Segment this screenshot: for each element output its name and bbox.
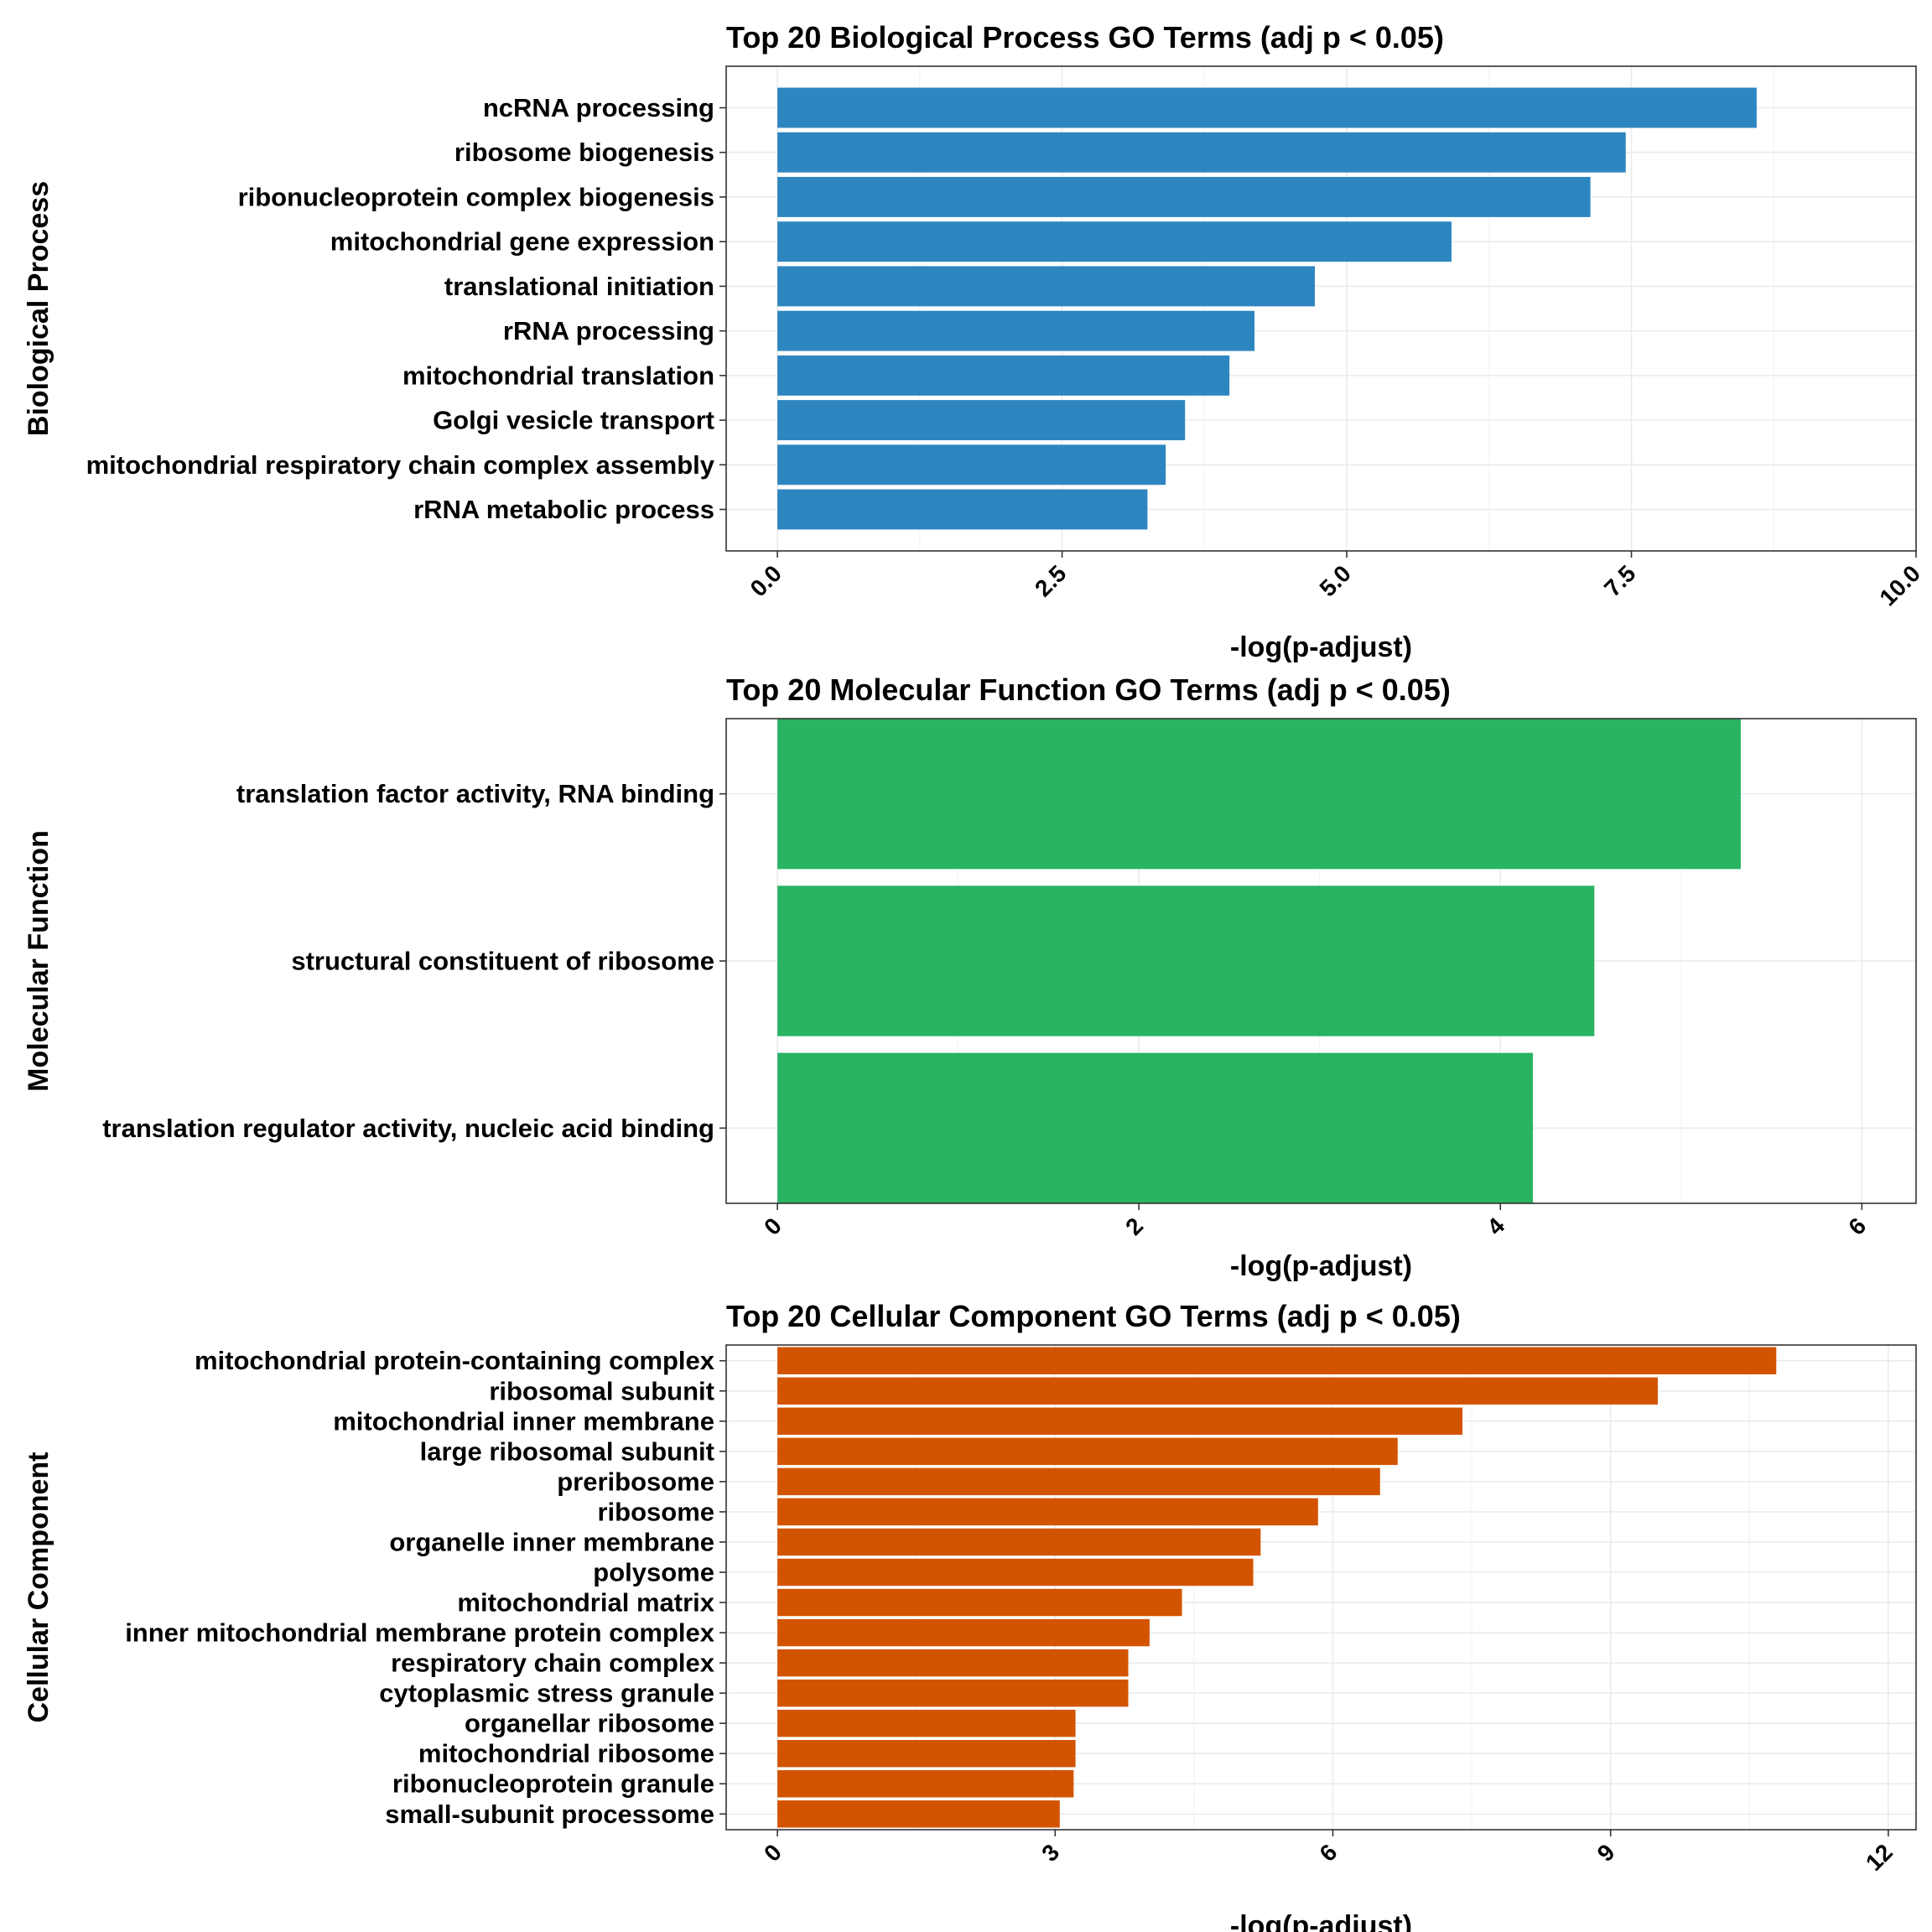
x-tick-label: 5.0 <box>1315 560 1356 601</box>
x-tick-label: 0 <box>759 1839 787 1867</box>
bar <box>777 1558 1254 1587</box>
bar <box>777 1679 1129 1707</box>
x-tick-label: 0.0 <box>745 560 787 601</box>
category-label: cytoplasmic stress granule <box>379 1679 714 1708</box>
y-axis-title: Biological Process <box>23 181 55 436</box>
bar <box>777 444 1166 486</box>
x-tick-label: 4 <box>1482 1213 1509 1240</box>
category-label: mitochondrial translation <box>402 361 714 390</box>
category-label: mitochondrial gene expression <box>330 227 714 257</box>
x-tick-label: 2.5 <box>1030 560 1071 601</box>
x-axis-title: -log(p-adjust) <box>1230 1250 1412 1282</box>
category-label: organelle inner membrane <box>389 1527 714 1556</box>
bar <box>777 1437 1398 1466</box>
x-tick-label: 6 <box>1843 1213 1871 1240</box>
category-label: mitochondrial protein-containing complex <box>195 1346 715 1375</box>
bar <box>777 1407 1463 1436</box>
category-label: ribonucleoprotein granule <box>392 1769 714 1799</box>
bar <box>777 400 1186 441</box>
category-label: Golgi vesicle transport <box>433 406 714 435</box>
category-label: mitochondrial ribosome <box>418 1739 714 1768</box>
category-label: ribosomal subunit <box>489 1376 714 1405</box>
bar <box>777 1377 1658 1405</box>
panel-frame <box>725 1344 1917 1831</box>
category-label: rRNA processing <box>503 316 714 345</box>
bar <box>777 1649 1129 1677</box>
bar <box>777 355 1230 396</box>
x-tick-label: 0 <box>759 1213 787 1240</box>
bar <box>777 1739 1076 1768</box>
x-tick-label: 6 <box>1315 1839 1343 1867</box>
x-tick-label: 7.5 <box>1599 560 1640 601</box>
bar <box>777 1467 1380 1496</box>
category-label: ribonucleoprotein complex biogenesis <box>238 182 714 211</box>
bar <box>777 221 1452 262</box>
bar <box>777 1347 1777 1374</box>
panel-title: Top 20 Cellular Component GO Terms (adj … <box>726 1299 1461 1333</box>
panel-title: Top 20 Biological Process GO Terms (adj … <box>726 20 1444 55</box>
bar <box>777 886 1595 1036</box>
category-label: translational initiation <box>444 272 714 301</box>
bar <box>777 1528 1261 1556</box>
x-axis-title: -log(p-adjust) <box>1230 631 1412 663</box>
category-label: mitochondrial respiratory chain complex … <box>86 450 715 480</box>
bar <box>777 1800 1060 1828</box>
y-axis-title: Cellular Component <box>23 1452 55 1722</box>
category-label: large ribosomal subunit <box>420 1436 714 1466</box>
category-label: ribosome biogenesis <box>454 138 714 167</box>
category-label: structural constituent of ribosome <box>291 947 714 976</box>
panel-title: Top 20 Molecular Function GO Terms (adj … <box>726 673 1451 707</box>
x-tick-label: 3 <box>1036 1839 1064 1867</box>
bar <box>777 1709 1076 1737</box>
category-label: small-subunit processome <box>385 1800 714 1829</box>
bar <box>777 1770 1074 1798</box>
category-label: mitochondrial matrix <box>457 1588 714 1618</box>
category-label: respiratory chain complex <box>391 1649 715 1678</box>
category-label: translation regulator activity, nucleic … <box>102 1114 714 1143</box>
category-label: translation factor activity, RNA binding <box>236 779 714 808</box>
bar <box>777 176 1591 217</box>
x-tick-label: 10.0 <box>1875 560 1925 610</box>
y-axis-title: Molecular Function <box>23 830 55 1092</box>
bar <box>777 1498 1318 1526</box>
category-label: ribosome <box>597 1497 714 1526</box>
bar <box>777 266 1316 307</box>
x-axis-title: -log(p-adjust) <box>1230 1910 1412 1932</box>
bar <box>777 1618 1150 1647</box>
category-label: ncRNA processing <box>483 93 714 122</box>
x-tick-label: 2 <box>1120 1213 1148 1240</box>
category-label: mitochondrial inner membrane <box>333 1406 714 1436</box>
category-label: inner mitochondrial membrane protein com… <box>125 1618 715 1648</box>
panel-frame <box>725 65 1917 552</box>
category-label: rRNA metabolic process <box>413 495 714 524</box>
category-label: polysome <box>593 1557 714 1587</box>
x-tick-label: 12 <box>1861 1839 1898 1876</box>
bar <box>777 719 1741 870</box>
bar <box>777 1588 1182 1617</box>
bar <box>777 310 1255 351</box>
bar <box>777 87 1757 128</box>
bar <box>777 132 1626 173</box>
category-label: preribosome <box>557 1467 714 1496</box>
category-label: organellar ribosome <box>465 1709 714 1738</box>
x-tick-label: 9 <box>1592 1839 1620 1867</box>
bar <box>777 489 1148 530</box>
bar <box>777 1052 1534 1203</box>
